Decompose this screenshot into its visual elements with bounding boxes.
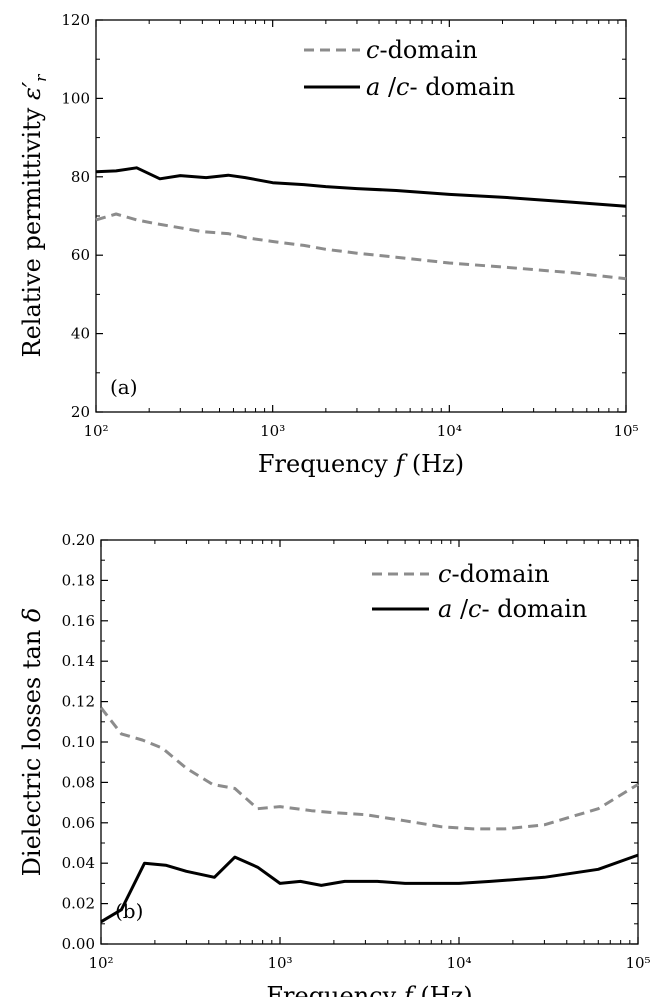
y-tick-label: 100: [61, 89, 90, 107]
x-tick-label: 10³: [267, 954, 292, 972]
y-tick-label: 0.20: [62, 531, 95, 549]
x-tick-label: 10⁴: [446, 954, 471, 972]
x-tick-label: 10⁵: [613, 422, 638, 440]
x-tick-label: 10⁴: [437, 422, 462, 440]
series-line-ac-domain: [100, 853, 639, 924]
y-tick-label: 0.12: [62, 693, 95, 711]
series-line-c-domain: [95, 212, 627, 281]
y-tick-label: 120: [61, 11, 90, 29]
y-axis-title: Relative permittivity ε′r: [18, 74, 50, 358]
y-tick-label: 0.04: [62, 854, 95, 872]
chart-panel-1: 10² 10³ 10⁴ 10⁵ 0.00 0.02 0.04 0.06 0.08 0.10 0.12…: [18, 531, 651, 997]
x-axis-title: Frequency f (Hz): [258, 450, 464, 478]
y-axis-title: Dielectric losses tan δ: [18, 608, 46, 877]
y-tick-label: 0.02: [62, 895, 95, 913]
y-tick-label: 60: [71, 246, 90, 264]
series-line-c-domain: [99, 706, 639, 831]
y-tick-label: 0.16: [62, 612, 95, 630]
series-line-ac-domain: [95, 166, 627, 208]
y-tick-label: 0.10: [62, 733, 95, 751]
legend-label: c-domain: [366, 36, 478, 64]
y-tick-label: 20: [71, 403, 90, 421]
legend-label: a /c- domain: [366, 73, 515, 101]
y-tick-label: 80: [71, 168, 90, 186]
legend-label: c-domain: [438, 560, 550, 588]
y-tick-label: 0.00: [62, 935, 95, 953]
panel-label: (b): [115, 899, 143, 923]
legend-label: a /c- domain: [438, 595, 587, 623]
plot-frame: [95, 19, 627, 413]
chart-panel-0: 10² 10³ 10⁴ 10⁵ 20 40 60 80 100 120 c-domain a /c- …: [18, 11, 639, 478]
x-tick-label: 10³: [260, 422, 285, 440]
y-tick-label: 40: [71, 325, 90, 343]
x-tick-label: 10²: [88, 954, 113, 972]
x-axis-title: Frequency f (Hz): [266, 982, 472, 997]
y-tick-label: 0.08: [62, 773, 95, 791]
y-tick-label: 0.14: [62, 652, 95, 670]
x-tick-label: 10²: [83, 422, 108, 440]
panel-label: (a): [110, 375, 138, 399]
y-tick-label: 0.18: [62, 571, 95, 589]
y-tick-label: 0.06: [62, 814, 95, 832]
x-tick-label: 10⁵: [625, 954, 650, 972]
